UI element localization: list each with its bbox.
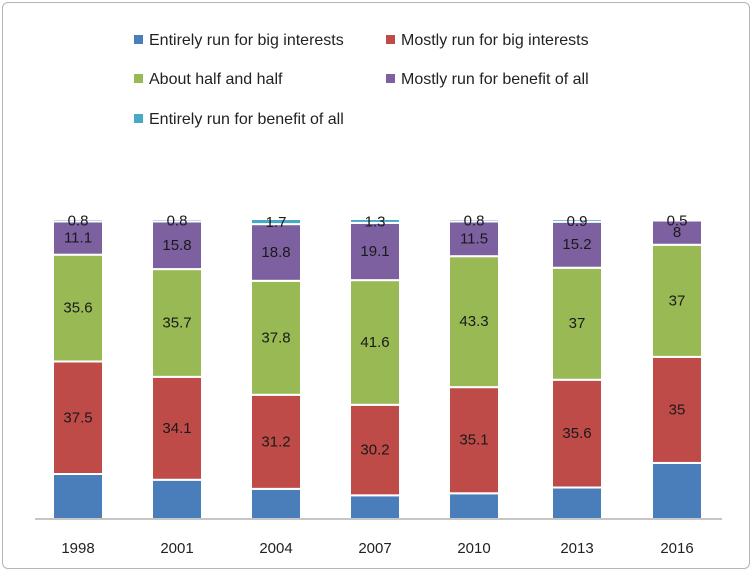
- value-label-2016-about-half-and-half: 37: [669, 292, 686, 309]
- legend-label-mostly-run-for-big-interests: Mostly run for big interests: [401, 32, 589, 49]
- x-tick-2010: 2010: [457, 540, 490, 557]
- value-label-2007-entirely-run-for-benefit-of-all: 1.3: [365, 213, 386, 230]
- value-label-2001-mostly-run-for-big-interests: 34.1: [162, 420, 191, 437]
- bar-2007-entirely-run-for-big-interests: [349, 494, 401, 520]
- legend: Entirely run for big interests Mostly run…: [134, 32, 589, 128]
- bar-2007-about-half-and-half: [349, 279, 401, 406]
- bars-group: [52, 218, 703, 521]
- value-label-1998-about-half-and-half: 35.6: [63, 300, 92, 317]
- value-label-1998-mostly-run-for-big-interests: 37.5: [63, 409, 92, 426]
- bar-2016-entirely-run-for-benefit-of-all: [651, 218, 703, 222]
- value-label-2010-entirely-run-for-benefit-of-all: 0.8: [464, 213, 485, 230]
- value-label-2004-entirely-run-for-benefit-of-all: 1.7: [266, 214, 287, 231]
- value-label-2007-about-half-and-half: 41.6: [360, 334, 389, 351]
- x-tick-2007: 2007: [358, 540, 391, 557]
- bar-2001-mostly-run-for-benefit-of-all: [151, 220, 203, 271]
- bar-2010-entirely-run-for-benefit-of-all: [448, 218, 500, 223]
- value-label-2004-mostly-run-for-benefit-of-all: 18.8: [261, 244, 290, 261]
- bar-1998-entirely-run-for-big-interests: [52, 473, 104, 520]
- bar-2013-about-half-and-half: [551, 266, 603, 381]
- value-labels-group: 37.535.611.10.834.135.715.80.831.237.818…: [63, 212, 687, 458]
- x-tick-2001: 2001: [160, 540, 193, 557]
- bar-2004-about-half-and-half: [250, 279, 302, 396]
- value-label-2010-mostly-run-for-benefit-of-all: 11.5: [460, 230, 488, 247]
- bar-2016-entirely-run-for-big-interests: [651, 461, 703, 520]
- bar-2004-mostly-run-for-benefit-of-all: [250, 223, 302, 282]
- bar-2004-entirely-run-for-big-interests: [250, 487, 302, 520]
- value-label-2004-mostly-run-for-big-interests: 31.2: [261, 433, 290, 450]
- value-label-2016-mostly-run-for-benefit-of-all: 8: [673, 224, 681, 241]
- bar-2016-mostly-run-for-benefit-of-all: [651, 219, 703, 246]
- bar-2010-mostly-run-for-benefit-of-all: [448, 220, 500, 258]
- value-label-1998-mostly-run-for-benefit-of-all: 11.1: [64, 230, 92, 247]
- value-label-2001-mostly-run-for-benefit-of-all: 15.8: [162, 237, 191, 254]
- bar-2004-entirely-run-for-benefit-of-all: [250, 218, 302, 226]
- value-label-2010-about-half-and-half: 43.3: [459, 313, 488, 330]
- value-label-2007-mostly-run-for-benefit-of-all: 19.1: [360, 243, 389, 260]
- bar-2013-entirely-run-for-big-interests: [551, 486, 603, 521]
- value-label-1998-entirely-run-for-benefit-of-all: 0.8: [68, 213, 89, 230]
- bar-1998-entirely-run-for-benefit-of-all: [52, 218, 104, 223]
- x-tick-2013: 2013: [560, 540, 593, 557]
- value-label-2013-mostly-run-for-big-interests: 35.6: [562, 425, 591, 442]
- x-tick-1998: 1998: [61, 540, 94, 557]
- value-label-2016-mostly-run-for-big-interests: 35: [669, 401, 686, 418]
- legend-label-entirely-run-for-benefit-of-all: Entirely run for benefit of all: [149, 111, 344, 128]
- legend-swatch-about-half-and-half: [134, 74, 143, 83]
- legend-swatch-entirely-run-for-benefit-of-all: [134, 114, 143, 123]
- bar-2010-entirely-run-for-big-interests: [448, 492, 500, 520]
- bar-1998-mostly-run-for-big-interests: [52, 360, 104, 475]
- value-label-2001-entirely-run-for-benefit-of-all: 0.8: [167, 213, 188, 230]
- bar-2007-mostly-run-for-benefit-of-all: [349, 221, 401, 282]
- value-label-2016-entirely-run-for-benefit-of-all: 0.5: [667, 212, 688, 229]
- bar-2013-mostly-run-for-benefit-of-all: [551, 220, 603, 269]
- value-label-2010-mostly-run-for-big-interests: 35.1: [459, 432, 488, 449]
- legend-swatch-entirely-run-for-big-interests: [134, 35, 143, 44]
- x-tick-2016: 2016: [660, 540, 693, 557]
- x-tick-labels: 1998 2001 2004 2007 2010 2013 2016: [61, 540, 693, 557]
- legend-label-entirely-run-for-big-interests: Entirely run for big interests: [149, 32, 344, 49]
- bar-2007-entirely-run-for-benefit-of-all: [349, 218, 401, 224]
- legend-label-about-half-and-half: About half and half: [149, 71, 283, 88]
- bar-2013-mostly-run-for-big-interests: [551, 378, 603, 489]
- value-label-2007-mostly-run-for-big-interests: 30.2: [360, 442, 389, 459]
- value-label-2013-about-half-and-half: 37: [569, 315, 586, 332]
- bar-2001-about-half-and-half: [151, 268, 203, 378]
- bar-2013-entirely-run-for-benefit-of-all: [551, 218, 603, 223]
- bar-2004-mostly-run-for-big-interests: [250, 393, 302, 490]
- legend-swatch-mostly-run-for-big-interests: [386, 35, 395, 44]
- value-label-2013-mostly-run-for-benefit-of-all: 15.2: [562, 236, 591, 253]
- bar-2010-mostly-run-for-big-interests: [448, 386, 500, 495]
- bar-2001-entirely-run-for-big-interests: [151, 478, 203, 520]
- bar-2001-entirely-run-for-benefit-of-all: [151, 218, 203, 223]
- value-label-2013-entirely-run-for-benefit-of-all: 0.9: [567, 213, 588, 230]
- bar-1998-mostly-run-for-benefit-of-all: [52, 220, 104, 256]
- x-tick-2004: 2004: [259, 540, 292, 557]
- legend-swatch-mostly-run-for-benefit-of-all: [386, 74, 395, 83]
- legend-label-mostly-run-for-benefit-of-all: Mostly run for benefit of all: [401, 71, 589, 88]
- value-label-2004-about-half-and-half: 37.8: [261, 329, 290, 346]
- value-label-2001-about-half-and-half: 35.7: [162, 314, 191, 331]
